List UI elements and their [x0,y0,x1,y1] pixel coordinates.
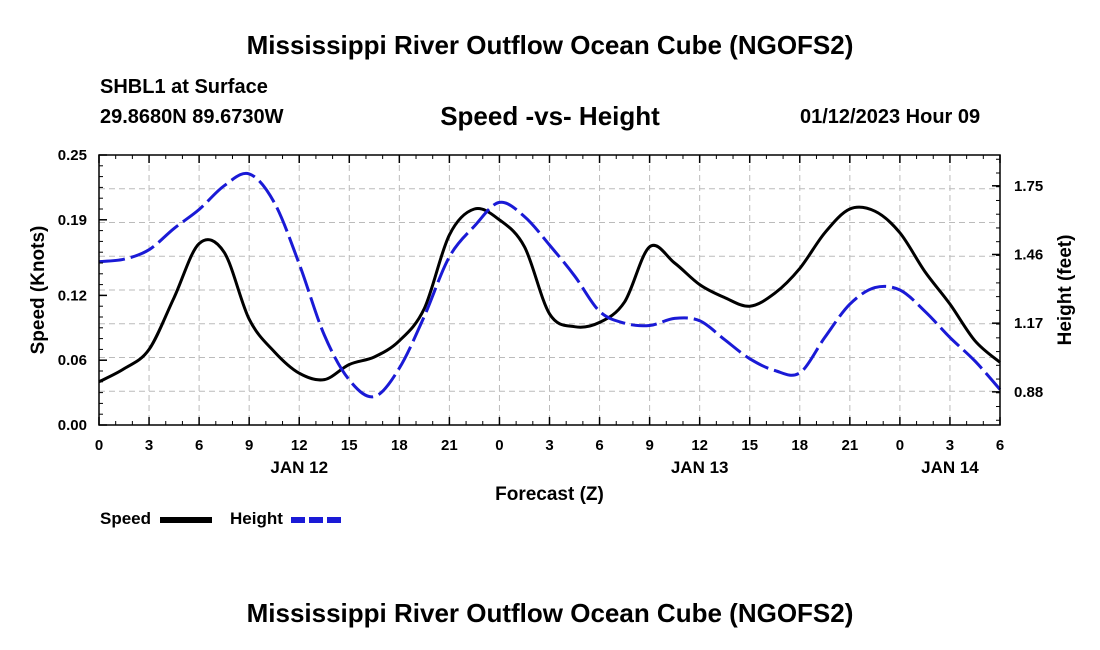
y-right-tick-label: 1.17 [1014,315,1043,332]
y-left-tick-label: 0.06 [58,352,87,369]
x-tick-label: 3 [145,437,153,454]
forecast-datetime: 01/12/2023 Hour 09 [800,106,981,128]
x-tick-label: 0 [896,437,904,454]
chart-title: Mississippi River Outflow Ocean Cube (NG… [246,30,854,60]
y-left-tick-label: 0.19 [58,212,87,229]
y-right-tick-label: 0.88 [1014,384,1043,401]
x-tick-label: 12 [291,437,308,454]
x-tick-label: 21 [441,437,458,454]
x-tick-label: 6 [996,437,1004,454]
speed-series-line [98,205,1001,384]
x-tick-label: 0 [95,437,103,454]
x-tick-label: 6 [595,437,603,454]
legend-height-label: Height [230,509,283,528]
legend-speed-label: Speed [100,509,152,528]
x-tick-label: 9 [645,437,653,454]
y-right-axis-title: Height (feet) [1055,235,1076,346]
date-label: JAN 14 [921,458,979,477]
date-label: JAN 13 [671,458,729,477]
y-left-axis-title: Speed (Knots) [28,226,49,355]
x-tick-label: 3 [946,437,954,454]
station-label: SHBL1 at Surface [100,76,268,98]
chart-subtitle: Speed -vs- Height [440,101,660,131]
x-tick-label: 18 [391,437,408,454]
date-label: JAN 12 [270,458,328,477]
x-tick-label: 6 [195,437,203,454]
footer-title: Mississippi River Outflow Ocean Cube (NG… [246,598,854,628]
series-layer [98,171,1002,399]
station-coordinates: 29.8680N 89.6730W [100,106,284,128]
grid-layer [99,155,1000,425]
x-tick-label: 15 [341,437,358,454]
x-tick-label: 15 [741,437,758,454]
x-tick-label: 0 [495,437,503,454]
y-left-tick-label: 0.25 [58,147,87,164]
y-left-tick-label: 0.12 [58,287,87,304]
axis-layer: 0 3 6 9 12 15 18 21 0 3 6 9 12 15 18 21 0 3 6 JAN 12 JAN 13 J… [28,147,1076,505]
y-left-tick-label: 0.00 [58,417,87,434]
height-series-line [98,171,1002,399]
x-tick-label: 12 [691,437,708,454]
x-tick-label: 18 [791,437,808,454]
x-tick-label: 3 [545,437,553,454]
y-right-tick-label: 1.46 [1014,246,1043,263]
y-right-tick-label: 1.75 [1014,178,1043,195]
x-tick-label: 21 [841,437,858,454]
x-tick-label: 9 [245,437,253,454]
x-axis-title: Forecast (Z) [495,484,604,505]
